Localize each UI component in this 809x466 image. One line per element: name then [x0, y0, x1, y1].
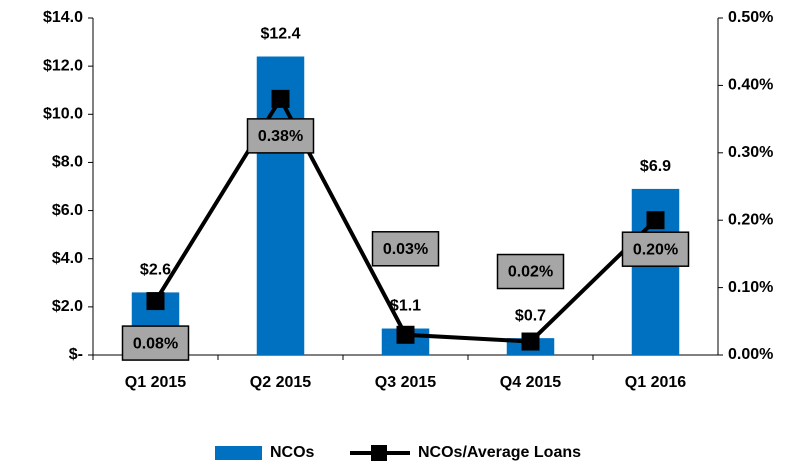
y-tick-label: $2.0	[52, 298, 83, 315]
y-tick-label: $-	[69, 346, 83, 363]
legend-marker	[371, 445, 387, 461]
bar-label: $1.1	[390, 298, 421, 315]
line-label: 0.08%	[133, 335, 178, 352]
bar-label: $0.7	[515, 307, 546, 324]
label-box	[621, 231, 690, 267]
label-box	[246, 118, 315, 154]
y-tick-label: $4.0	[52, 250, 83, 267]
line-label: 0.20%	[633, 241, 678, 258]
x-tick-label: Q4 2015	[500, 374, 561, 391]
y2-tick-label: 0.50%	[728, 9, 773, 26]
y2-tick-label: 0.10%	[728, 279, 773, 296]
x-tick-label: Q3 2015	[375, 374, 436, 391]
y-tick-label: $12.0	[43, 57, 83, 74]
x-tick-label: Q1 2016	[625, 374, 686, 391]
y2-tick-label: 0.00%	[728, 346, 773, 363]
legend-label: NCOs/Average Loans	[418, 444, 581, 461]
legend-label: NCOs	[270, 444, 315, 461]
label-box	[496, 253, 565, 290]
y-tick-label: $14.0	[43, 9, 83, 26]
line-label: 0.03%	[383, 241, 428, 258]
label-box	[121, 325, 190, 361]
y2-tick-label: 0.30%	[728, 144, 773, 161]
legend-swatch	[215, 446, 262, 460]
y-tick-label: $10.0	[43, 106, 83, 123]
marker	[646, 211, 665, 230]
marker	[146, 292, 165, 311]
label-box	[371, 231, 440, 267]
bar-label: $12.4	[260, 26, 300, 43]
x-tick-label: Q1 2015	[125, 374, 186, 391]
marker	[271, 89, 290, 108]
marker	[396, 325, 415, 344]
marker	[521, 332, 540, 351]
y-tick-label: $6.0	[52, 202, 83, 219]
y2-tick-label: 0.20%	[728, 211, 773, 228]
x-tick-label: Q2 2015	[250, 374, 311, 391]
line-label: 0.02%	[508, 264, 553, 281]
bar-label: $2.6	[140, 262, 171, 279]
y-tick-label: $8.0	[52, 154, 83, 171]
y2-tick-label: 0.40%	[728, 77, 773, 94]
bar-label: $6.9	[640, 158, 671, 175]
line-label: 0.38%	[258, 128, 303, 145]
